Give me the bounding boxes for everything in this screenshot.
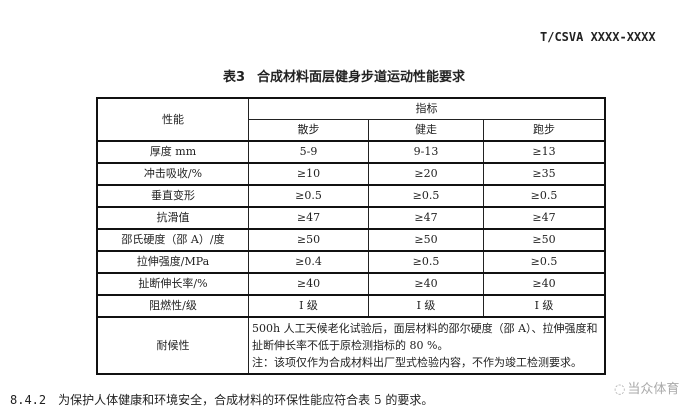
table-row: 抗滑值 ≥47 ≥47 ≥47 <box>96 206 606 230</box>
standard-number: T/CSVA XXXX-XXXX <box>540 30 656 44</box>
row-value: ≥47 <box>248 206 369 230</box>
row-value: ≥0.5 <box>368 184 484 208</box>
row-value: ≥0.5 <box>483 250 606 274</box>
row-value: ≥0.4 <box>248 250 369 274</box>
row-value: ≥0.5 <box>248 184 369 208</box>
row-label: 厚度 mm <box>96 140 249 164</box>
table-row: 拉伸强度/MPa ≥0.4 ≥0.5 ≥0.5 <box>96 250 606 274</box>
row-value: ≥35 <box>483 162 606 186</box>
row-label: 阻燃性/级 <box>96 294 249 318</box>
table-row: 邵氏硬度（邵 A）/度 ≥50 ≥50 ≥50 <box>96 228 606 252</box>
table-label: 表3 <box>223 70 246 85</box>
row-value: ≥47 <box>483 206 606 230</box>
row-value: ≥40 <box>248 272 369 296</box>
row-label: 冲击吸收/% <box>96 162 249 186</box>
sub-header: 跑步 <box>483 119 606 142</box>
row-value: ≥50 <box>248 228 369 252</box>
row-value: 5-9 <box>248 140 369 164</box>
row-value: ≥40 <box>368 272 484 296</box>
row-value: I 级 <box>483 294 606 318</box>
row-value: I 级 <box>368 294 484 318</box>
sub-header: 健走 <box>368 119 484 142</box>
row-value: ≥0.5 <box>368 250 484 274</box>
weather-note: 500h 人工天候老化试验后，面层材料的邵尔硬度（邵 A）、拉伸强度和扯断伸长率… <box>248 316 606 375</box>
clause-number: 8.4.2 <box>10 393 47 407</box>
row-label: 邵氏硬度（邵 A）/度 <box>96 228 249 252</box>
weather-remark: 注：该项仅作为合成材料出厂型式检验内容，不作为竣工检测要求。 <box>252 356 582 369</box>
row-value: ≥10 <box>248 162 369 186</box>
row-label: 抗滑值 <box>96 206 249 230</box>
row-label: 扯断伸长率/% <box>96 272 249 296</box>
table-row: 厚度 mm 5-9 9-13 ≥13 <box>96 140 606 164</box>
row-label: 拉伸强度/MPa <box>96 250 249 274</box>
weather-label: 耐候性 <box>96 316 249 375</box>
row-value: ≥20 <box>368 162 484 186</box>
table-row: 垂直变形 ≥0.5 ≥0.5 ≥0.5 <box>96 184 606 208</box>
table-row: 冲击吸收/% ≥10 ≥20 ≥35 <box>96 162 606 186</box>
row-label: 垂直变形 <box>96 184 249 208</box>
watermark-text: 当众体育 <box>627 382 680 397</box>
clause-text: 8.4.2 为保护人体健康和环境安全，合成材料的环保性能应符合表 5 的要求。 <box>10 391 433 408</box>
row-value: ≥50 <box>368 228 484 252</box>
col-header: 性能 <box>96 97 249 142</box>
row-value: ≥40 <box>483 272 606 296</box>
row-value: ≥0.5 <box>483 184 606 208</box>
sub-header: 散步 <box>248 119 369 142</box>
wechat-icon: ◌ <box>614 382 626 397</box>
watermark: ◌ 当众体育 <box>614 378 679 397</box>
performance-table: 性能 指标 散步 健走 跑步 厚度 mm 5-9 9-13 ≥13 冲击吸收/% ≥10 ≥20 ≥… <box>96 97 606 375</box>
row-value: I 级 <box>248 294 369 318</box>
weather-text: 500h 人工天候老化试验后，面层材料的邵尔硬度（邵 A）、拉伸强度和扯断伸长率… <box>252 322 598 352</box>
table-row: 扯断伸长率/% ≥40 ≥40 ≥40 <box>96 272 606 296</box>
row-value: ≥50 <box>483 228 606 252</box>
group-header: 指标 <box>248 97 606 120</box>
row-value: ≥47 <box>368 206 484 230</box>
row-value: 9-13 <box>368 140 484 164</box>
row-value: ≥13 <box>483 140 606 164</box>
table-title: 表3 合成材料面层健身步道运动性能要求 <box>223 66 465 85</box>
table-title-text: 合成材料面层健身步道运动性能要求 <box>257 70 466 85</box>
clause-body: 为保护人体健康和环境安全，合成材料的环保性能应符合表 5 的要求。 <box>58 393 434 407</box>
